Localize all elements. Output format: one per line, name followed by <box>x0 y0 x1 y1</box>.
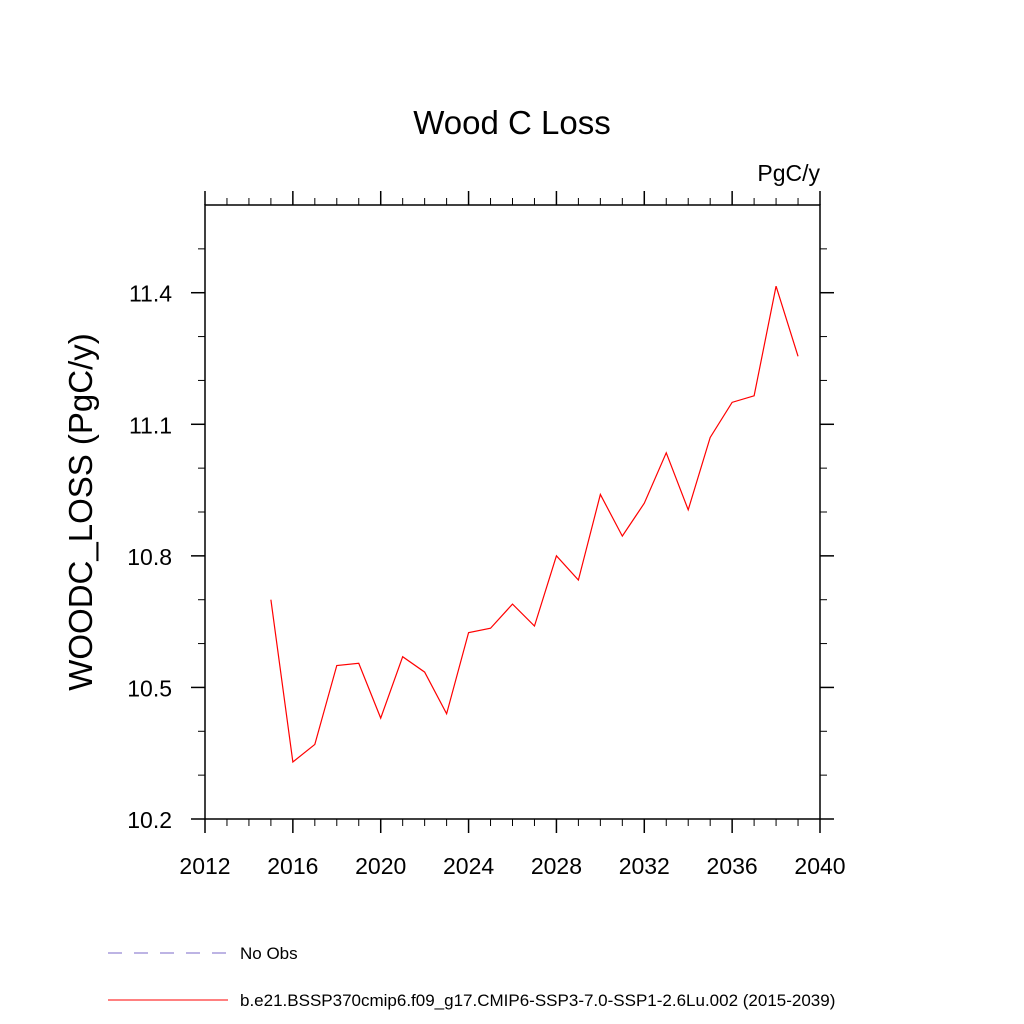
plot-frame <box>204 204 821 820</box>
axis-tick-labels: 2012 2016 2020 2024 2028 2032 2036 2040 10.2 10.5… <box>127 281 845 879</box>
x-tick-label: 2024 <box>443 853 494 879</box>
units-label: PgC/y <box>757 160 820 186</box>
x-tick-label: 2012 <box>179 853 230 879</box>
x-tick-label: 2032 <box>619 853 670 879</box>
x-tick-label: 2020 <box>355 853 406 879</box>
legend-label-no-obs: No Obs <box>240 944 298 963</box>
axis-ticks <box>191 191 834 833</box>
x-tick-label: 2028 <box>531 853 582 879</box>
series-layer <box>270 285 799 764</box>
y-tick-label: 10.8 <box>127 544 172 570</box>
y-axis-label: WOODC_LOSS (PgC/y) <box>62 333 99 691</box>
y-tick-label: 11.4 <box>129 281 172 307</box>
x-tick-label: 2016 <box>267 853 318 879</box>
y-tick-label: 10.2 <box>127 807 172 833</box>
legend-label-model: b.e21.BSSP370cmip6.f09_g17.CMIP6-SSP3-7.… <box>240 991 835 1010</box>
y-tick-label: 11.1 <box>129 412 172 438</box>
x-tick-label: 2036 <box>707 853 758 879</box>
series-line-0 <box>270 285 799 764</box>
x-tick-label: 2040 <box>794 853 845 879</box>
y-tick-label: 10.5 <box>127 675 172 701</box>
chart-title: Wood C Loss <box>413 104 610 141</box>
legend: No Obs b.e21.BSSP370cmip6.f09_g17.CMIP6-… <box>108 944 835 1010</box>
